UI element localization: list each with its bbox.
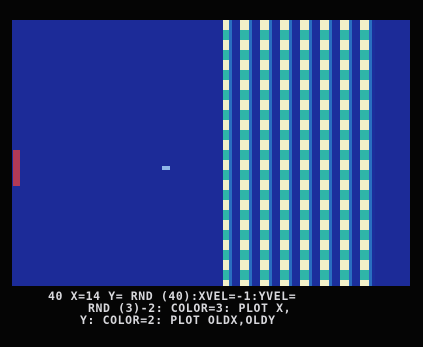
code-line: RND (3)-2: COLOR=3: PLOT X, [88,301,291,315]
ball [162,166,170,170]
code-line: 40 X=14 Y= RND (40):XVEL=-1:YVEL= [48,289,296,303]
paddle [13,150,20,186]
program-text: 40 X=14 Y= RND (40):XVEL=-1:YVEL= RND (3… [48,289,296,327]
code-line: Y: COLOR=2: PLOT OLDX,OLDY [80,313,276,327]
stripe-pattern [223,20,375,286]
